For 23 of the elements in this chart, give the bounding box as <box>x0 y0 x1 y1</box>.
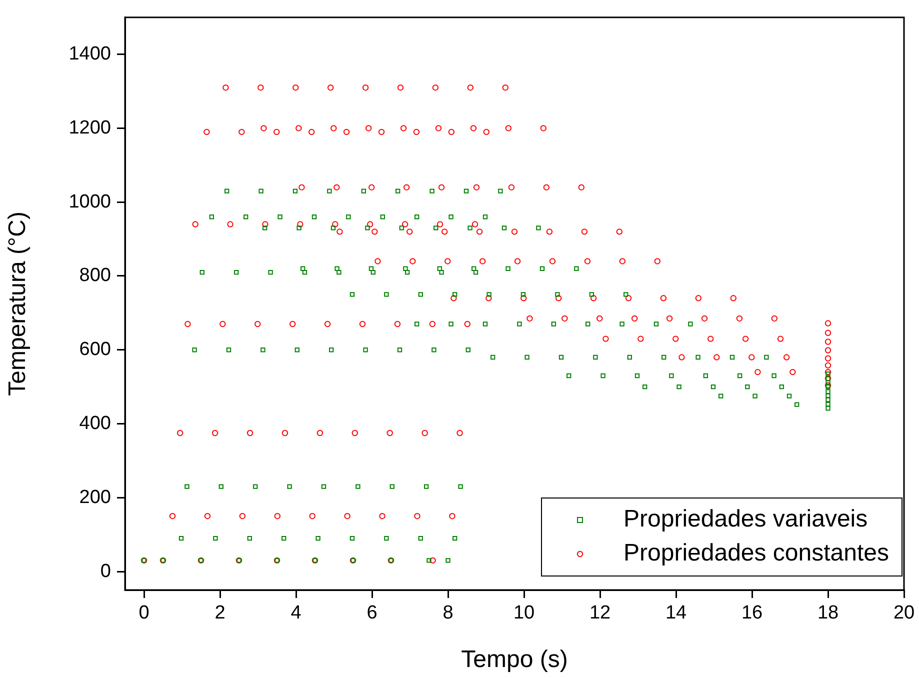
x-tick-label: 18 <box>817 602 839 624</box>
x-tick-label: 20 <box>893 602 915 624</box>
x-tick-label: 2 <box>214 602 226 624</box>
x-tick-label: 4 <box>290 602 302 624</box>
y-tick-label: 1000 <box>68 191 111 212</box>
x-tick-label: 8 <box>442 602 454 624</box>
x-tick-label: 0 <box>138 602 150 624</box>
y-tick-label: 1400 <box>68 44 111 65</box>
x-axis-title: Tempo (s) <box>461 646 568 674</box>
y-axis-title: Temperatura (°C) <box>4 212 32 396</box>
x-tick-label: 12 <box>589 602 611 624</box>
x-tick-label: 14 <box>665 602 687 624</box>
legend-label: Propriedades variaveis <box>624 506 868 533</box>
x-tick-label: 16 <box>741 602 763 624</box>
x-tick-label: 6 <box>366 602 378 624</box>
y-tick-label: 0 <box>100 560 111 582</box>
legend-label: Propriedades constantes <box>624 540 889 567</box>
y-tick-label: 600 <box>79 339 111 360</box>
x-tick-label: 10 <box>513 602 535 624</box>
y-tick-label: 200 <box>79 486 111 508</box>
y-tick-label: 400 <box>79 412 111 434</box>
y-tick-label: 800 <box>79 265 111 286</box>
y-tick-label: 1200 <box>68 117 111 138</box>
